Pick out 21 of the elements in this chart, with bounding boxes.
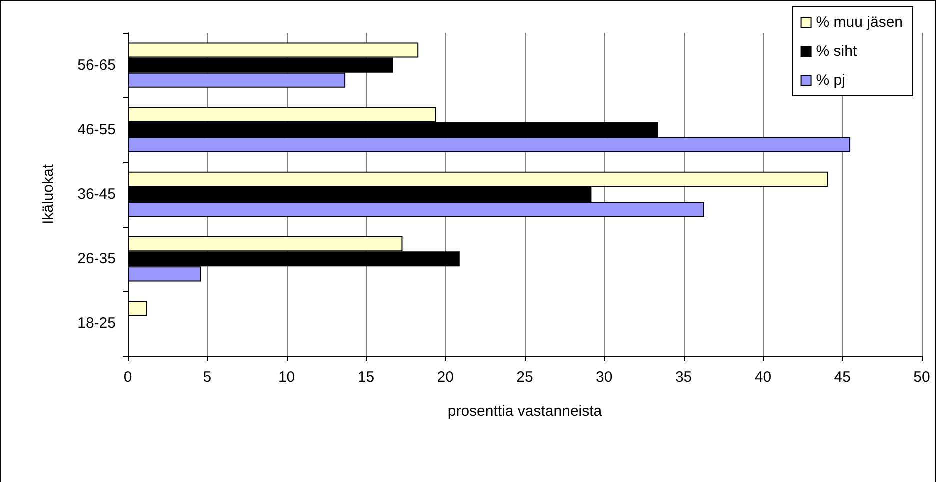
x-tick-label: 40 <box>754 369 772 386</box>
x-tick-label: 10 <box>278 369 296 386</box>
legend-label: % pj <box>816 72 846 89</box>
x-tick-label: 45 <box>834 369 851 386</box>
x-tick-label: 25 <box>516 369 534 386</box>
y-axis-title: Ikäluokat <box>40 164 57 225</box>
x-tick-label: 15 <box>358 369 375 386</box>
y-tick-label: 26-35 <box>78 250 116 268</box>
x-tick-label: 0 <box>124 369 132 386</box>
legend-label: % muu jäsen <box>816 14 904 31</box>
x-tick-label: 30 <box>596 369 613 386</box>
x-tick-label: 20 <box>437 369 454 386</box>
x-tick-label: 50 <box>914 369 930 386</box>
y-tick-label: 18-25 <box>78 315 116 332</box>
y-tick-label: 46-55 <box>78 121 116 138</box>
y-tick-label: 56-65 <box>78 56 116 74</box>
x-tick-label: 35 <box>675 369 692 386</box>
y-tick-label: 36-45 <box>78 186 116 203</box>
x-tick-label: 5 <box>203 369 212 386</box>
x-axis-title: prosenttia vastanneista <box>448 403 603 420</box>
legend-label: % siht <box>816 43 858 60</box>
